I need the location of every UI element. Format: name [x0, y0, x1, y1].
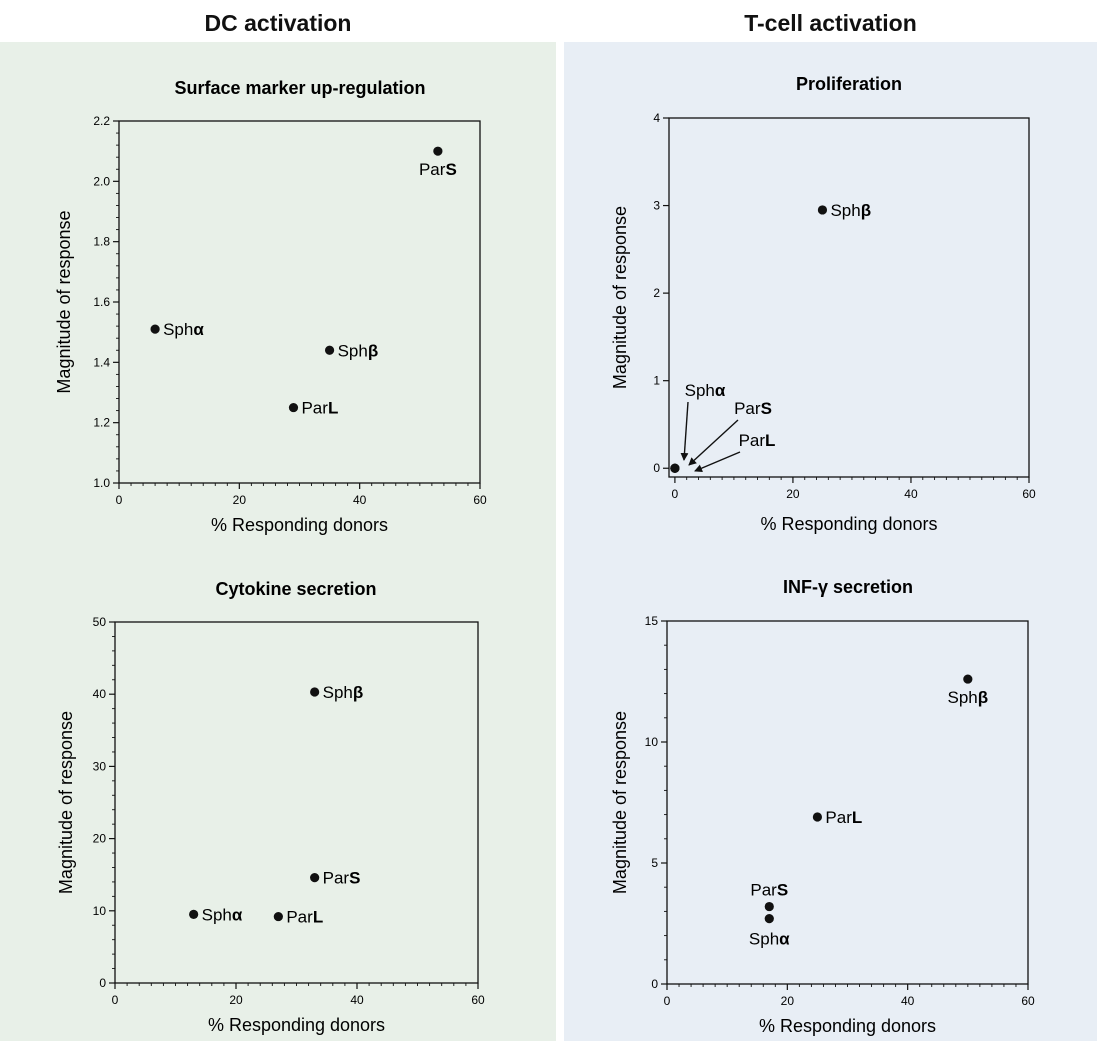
x-tick-label: 60	[1021, 994, 1035, 1008]
y-tick-label: 2	[653, 286, 660, 300]
x-tick-label: 40	[353, 493, 367, 507]
x-tick-label: 40	[901, 994, 915, 1008]
x-tick-label: 60	[473, 493, 487, 507]
data-point	[310, 872, 320, 883]
y-tick-label: 1.6	[93, 295, 110, 309]
data-point	[150, 324, 160, 334]
x-axis-label: % Responding donors	[211, 515, 388, 535]
dc-activation-title: DC activation	[204, 10, 352, 36]
plot-frame	[668, 117, 1030, 478]
y-tick-label: 3	[653, 199, 660, 213]
data-point	[273, 911, 283, 922]
point-label: ParS	[323, 869, 361, 888]
y-tick-label: 30	[93, 759, 107, 773]
x-tick-label: 20	[229, 993, 243, 1007]
data-point	[433, 146, 443, 156]
x-tick-label: 20	[781, 994, 795, 1008]
chart-4: INF-γ secretion % Responding donors Magnit…	[610, 577, 1035, 1036]
plot-frame	[666, 620, 1029, 985]
point-label: Sphα	[749, 930, 790, 949]
data-point	[189, 909, 199, 920]
data-point	[764, 914, 774, 924]
chart-3: Cytokine secretion % Responding donors Mag…	[56, 579, 485, 1035]
y-tick-label: 0	[99, 976, 106, 990]
y-tick-label: 15	[645, 614, 659, 628]
pointer-arrow	[694, 451, 741, 472]
point-label: ParL	[301, 399, 338, 418]
y-tick-label: 2.2	[93, 114, 110, 128]
x-tick-label: 60	[1022, 487, 1036, 501]
x-axis-label: % Responding donors	[208, 1015, 385, 1035]
y-tick-label: 4	[653, 111, 660, 125]
x-tick-label: 0	[672, 487, 679, 501]
chart-title: INF-γ secretion	[783, 577, 913, 597]
x-tick-label: 0	[116, 493, 123, 507]
data-point	[670, 463, 680, 473]
point-label: Sphβ	[338, 341, 379, 360]
y-tick-label: 50	[93, 615, 107, 629]
x-tick-label: 20	[233, 493, 247, 507]
point-label: ParL	[286, 908, 323, 927]
point-label: Sphα	[202, 905, 243, 924]
chart-2: Proliferation % Responding donors Magnitud…	[610, 74, 1036, 534]
y-axis-label: Magnitude of response	[56, 711, 76, 894]
chart-title: Proliferation	[796, 74, 902, 94]
point-label: ParS	[419, 160, 457, 179]
pointer-arrow	[680, 401, 689, 461]
data-point	[817, 205, 828, 215]
y-tick-label: 10	[645, 735, 659, 749]
x-tick-label: 0	[112, 993, 119, 1007]
x-tick-label: 60	[471, 993, 485, 1007]
point-label: ParS	[734, 399, 772, 418]
y-tick-label: 2.0	[93, 174, 110, 188]
y-tick-label: 1.4	[93, 355, 110, 369]
y-tick-label: 0	[653, 461, 660, 475]
dc-activation-panel	[0, 42, 556, 1041]
y-tick-label: 40	[93, 687, 107, 701]
x-tick-label: 40	[350, 993, 364, 1007]
t-cell-activation-title: T-cell activation	[744, 10, 917, 36]
point-label: Sphβ	[323, 683, 364, 702]
t-cell-activation-panel	[564, 42, 1097, 1041]
data-point	[288, 402, 299, 413]
y-axis-label: Magnitude of response	[54, 210, 74, 393]
data-point	[812, 812, 823, 822]
y-axis-label: Magnitude of response	[610, 206, 630, 389]
data-point	[963, 674, 973, 684]
point-label: Sphβ	[830, 201, 871, 220]
x-axis-label: % Responding donors	[760, 514, 937, 534]
y-tick-label: 1	[653, 374, 660, 388]
point-label: Sphα	[163, 320, 204, 339]
data-point	[764, 901, 774, 912]
y-axis-label: Magnitude of response	[610, 711, 630, 894]
x-tick-label: 20	[786, 487, 800, 501]
y-tick-label: 5	[651, 856, 658, 870]
plot-frame	[114, 621, 479, 984]
y-tick-label: 0	[651, 977, 658, 991]
chart-1: Surface marker up-regulation % Responding…	[54, 78, 487, 535]
y-tick-label: 20	[93, 832, 107, 846]
chart-title: Surface marker up-regulation	[174, 78, 425, 98]
x-axis-label: % Responding donors	[759, 1016, 936, 1036]
pointer-arrow	[688, 419, 739, 466]
data-point	[310, 687, 320, 697]
point-label: ParS	[750, 881, 788, 900]
point-label: Sphβ	[948, 688, 989, 707]
y-tick-label: 1.0	[93, 476, 110, 490]
y-tick-label: 1.2	[93, 416, 110, 430]
point-label: ParL	[825, 808, 862, 827]
y-tick-label: 1.8	[93, 235, 110, 249]
y-tick-label: 10	[93, 904, 107, 918]
point-label: Sphα	[685, 381, 726, 400]
x-tick-label: 0	[664, 994, 671, 1008]
data-point	[324, 345, 335, 355]
chart-title: Cytokine secretion	[215, 579, 376, 599]
x-tick-label: 40	[904, 487, 918, 501]
point-label: ParL	[739, 431, 776, 450]
